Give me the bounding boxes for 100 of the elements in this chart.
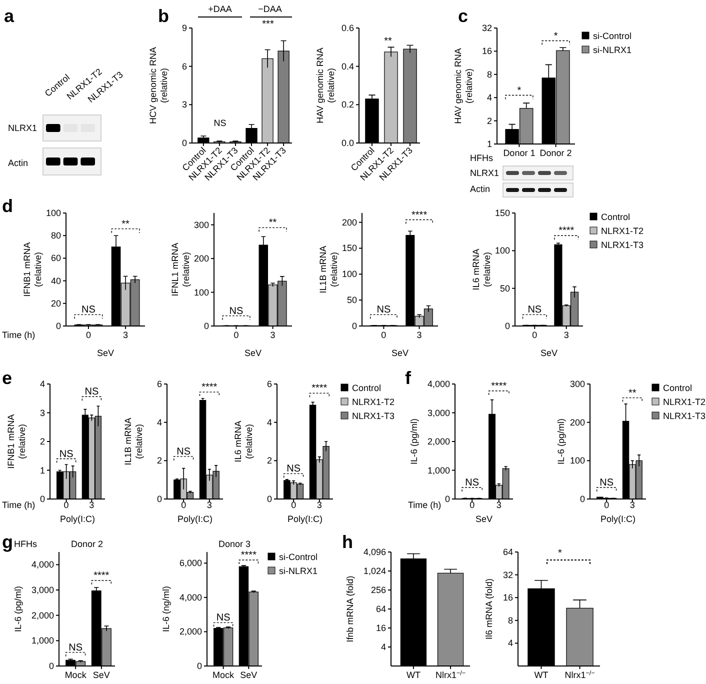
y-tick-label: 0 [48,661,54,671]
annotation: NS [59,448,74,460]
text: NLRX1 [470,168,500,178]
y-axis-title: Il6 mRNA (fold) [484,578,494,640]
x-tick-label: 3 [123,330,128,340]
text: f [405,368,412,388]
annotation: NS [376,304,391,316]
x-tick-label: 3 [630,500,635,510]
y-tick-label: 4,096 [363,547,386,557]
annotation: **** [94,570,110,582]
legend-label: NLRX1-T2 [352,397,395,407]
y-tick-label: 8 [486,69,492,80]
x-tick-label: Nlrx1$^{−/−}$ [564,670,596,680]
y-tick-label: 100 [46,208,61,218]
y-tick-label: 3,000 [427,408,450,418]
x-tick-label: 3 [316,500,322,510]
annotation: **** [412,210,428,221]
x-axis-title: Poly(I:C) [287,514,323,524]
y-tick-label: 4,000 [179,592,202,602]
legend-label: Control [352,383,382,393]
y-tick-label: 0.4 [341,61,354,72]
x-axis-title: SeV [96,348,114,358]
x-tick-label: 0 [64,500,69,510]
y-tick-label: 4 [380,642,386,652]
y-tick-label: 64 [376,604,386,614]
x-tick-label: Nlrx1$^{−/−}$ [435,670,466,680]
y-tick-label: 50 [500,283,510,294]
text: b [158,6,169,26]
y-tick-label: 4,000 [31,560,54,570]
x-axis-title: Poly(I:C) [600,514,636,524]
y-tick-label: 4 [40,379,45,389]
y-tick-label: 0.2 [341,100,354,110]
legend-label: NLRX1-T3 [663,411,706,421]
annotation: *** [262,19,274,30]
y-tick-label: 0 [204,321,209,331]
annotation: **** [202,382,218,394]
y-tick-label: 3,000 [31,585,54,595]
annotation: **** [491,380,507,392]
y-tick-label: 100 [194,287,209,298]
y-tick-label: 40 [50,276,61,286]
text: c [458,6,468,26]
annotation: **** [312,383,328,394]
annotation: ** [384,36,392,47]
y-tick-label: 4 [486,92,492,103]
y-tick-label: 150 [342,243,357,254]
x-tick-label: 0 [532,330,538,340]
y-tick-label: 80 [50,230,61,241]
y-tick-label: 300 [570,379,585,389]
y-tick-label: 8 [508,615,513,626]
y-tick-label: 32 [482,23,492,33]
y-tick-label: 16 [482,46,492,56]
legend-label: Control [663,383,692,393]
text: e [2,368,12,388]
annotation: **** [558,226,574,237]
annotation: ** [268,218,277,229]
x-axis-title: SeV [475,514,493,524]
annotation: NS [528,304,542,316]
text: Actin [470,184,490,194]
x-tick-label: WT [534,670,549,680]
y-tick-label: 4 [266,417,272,428]
x-axis-title: Poly(I:C) [177,514,213,524]
y-tick-label: 6 [156,379,162,389]
y-tick-label: 6 [266,379,272,389]
y-tick-label: 2 [156,456,162,466]
y-tick-label: 9 [182,23,187,33]
y-tick-label: 2,000 [427,436,450,446]
legend-label: si-Control [279,552,318,562]
chart-title: Donor 3 [218,539,251,549]
annotation: NS [600,478,614,488]
y-tick-label: 1,000 [31,636,54,646]
x-tick-label: 0 [604,500,610,510]
y-tick-label: 200 [342,217,357,228]
y-axis-title: IL-6 (ng/ml) [161,586,171,632]
x-tick-label: 0 [234,330,239,340]
y-tick-label: 256 [370,585,386,595]
y-tick-label: 0 [182,138,187,148]
y-tick-label: 0 [196,661,202,671]
text: h [342,532,353,552]
x-tick-label: 3 [416,330,422,340]
y-tick-label: 20 [50,298,61,308]
x-axis-title: Poly(I:C) [60,514,96,524]
y-tick-label: 150 [494,208,510,218]
x-tick-label: 0 [470,500,475,510]
y-tick-label: 2 [266,456,272,466]
y-axis-title: HCV genomic RNA (relative) [148,46,169,124]
text: NLRX1 [8,123,38,133]
y-tick-label: 2 [486,116,492,126]
y-tick-label: 1 [486,139,492,149]
y-tick-label: 16 [502,592,513,603]
y-tick-label: 2,000 [31,610,54,620]
y-axis-title: IL6 mRNA (relative) [233,420,254,462]
y-tick-label: 3 [182,100,187,110]
annotation: NS [229,306,244,317]
text: −DAA [258,4,282,14]
x-tick-label: 3 [89,500,94,510]
legend-label: NLRX1-T3 [352,411,395,421]
annotation: ** [628,388,636,399]
y-tick-label: 50 [346,295,357,306]
y-tick-label: 2 [40,436,45,446]
annotation: NS [465,478,480,488]
